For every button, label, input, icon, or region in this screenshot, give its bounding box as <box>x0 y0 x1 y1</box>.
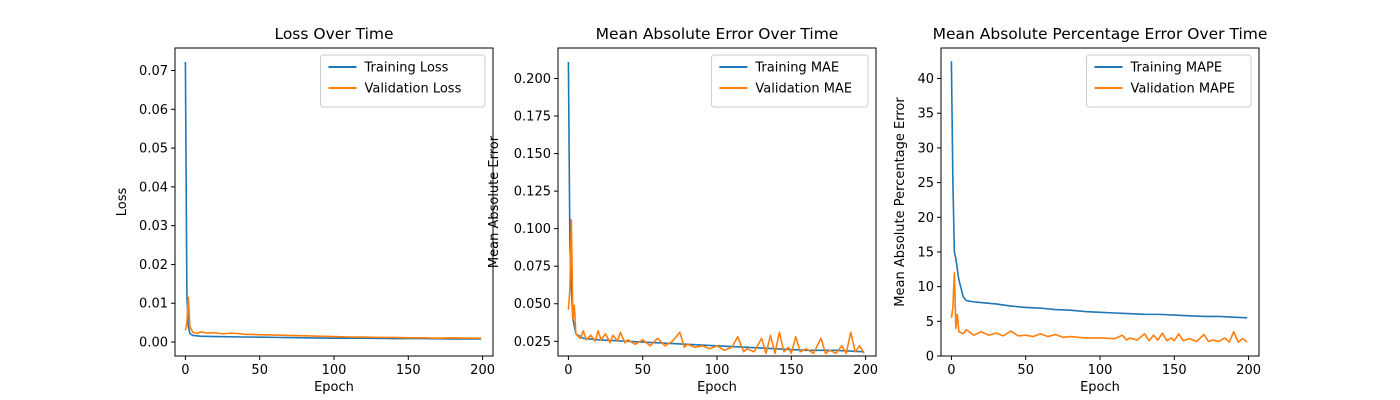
legend: Training MAE Validation MAE <box>710 54 869 108</box>
legend-item: Training MAPE <box>1094 61 1223 76</box>
legend-label: Validation Loss <box>365 82 462 97</box>
x-tick-label: 150 <box>779 363 804 378</box>
y-tick-label: 0.06 <box>139 103 168 118</box>
x-tick-label: 50 <box>634 363 651 378</box>
x-tick-label: 200 <box>853 363 878 378</box>
series-line-training-mape <box>950 61 1248 319</box>
legend-item: Validation Loss <box>328 82 462 97</box>
legend-item: Validation MAPE <box>1094 82 1236 97</box>
legend-item: Training MAE <box>719 61 839 76</box>
y-tick-label: 25 <box>917 176 934 191</box>
series-line-validation-mape <box>950 271 1248 343</box>
legend-item: Training Loss <box>328 61 449 76</box>
y-tick-label: 10 <box>917 280 934 295</box>
legend-label: Validation MAPE <box>1131 82 1236 97</box>
x-tick-label: 0 <box>181 363 189 378</box>
y-tick-label: 15 <box>917 245 934 260</box>
legend-box <box>710 54 869 108</box>
x-tick-label: 150 <box>396 363 421 378</box>
y-tick-label: 0.125 <box>514 185 551 200</box>
y-tick-label: 0.00 <box>139 336 168 351</box>
y-tick-label: 5 <box>926 315 934 330</box>
y-tick-label: 40 <box>917 72 934 87</box>
chart-title: Mean Absolute Percentage Error Over Time <box>933 25 1268 43</box>
y-tick-label: 0.03 <box>139 219 168 234</box>
x-tick-label: 150 <box>1162 363 1187 378</box>
x-tick-label: 100 <box>322 363 347 378</box>
chart-title: Loss Over Time <box>274 25 393 43</box>
legend: Training MAPE Validation MAPE <box>1086 54 1252 108</box>
y-tick-label: 20 <box>917 211 934 226</box>
legend-box <box>320 54 486 108</box>
legend-item: Validation MAE <box>719 82 852 97</box>
x-axis-label: Epoch <box>314 380 354 395</box>
y-tick-label: 35 <box>917 107 934 122</box>
x-tick-label: 100 <box>1088 363 1113 378</box>
y-tick-label: 0.01 <box>139 297 168 312</box>
x-tick-label: 50 <box>251 363 268 378</box>
chart-panel-3: 0 50 100 150 200 0 5 10 15 20 25 30 35 40 Mean Absolut… <box>893 25 1267 395</box>
x-tick-label: 50 <box>1017 363 1034 378</box>
x-tick-label: 200 <box>1236 363 1261 378</box>
y-tick-label: 0.07 <box>139 64 168 79</box>
y-tick-label: 0 <box>926 350 934 365</box>
y-tick-label: 0.200 <box>514 72 551 87</box>
y-tick-label: 0.150 <box>514 147 551 162</box>
y-tick-label: 0.175 <box>514 110 551 125</box>
y-axis-label: Mean Absolute Error <box>487 135 502 268</box>
series-line-validation-loss <box>184 296 482 339</box>
y-tick-label: 0.025 <box>514 335 551 350</box>
x-tick-label: 0 <box>947 363 955 378</box>
y-tick-label: 0.050 <box>514 297 551 312</box>
chart-panel-2: 0 50 100 150 200 0.025 0.050 0.075 0.100 0.125 0.1… <box>487 25 878 395</box>
y-axis-label: Loss <box>115 188 130 217</box>
legend-box <box>1086 54 1252 108</box>
x-axis-label: Epoch <box>697 380 737 395</box>
x-tick-label: 0 <box>564 363 572 378</box>
legend: Training Loss Validation Loss <box>320 54 486 108</box>
y-tick-label: 30 <box>917 141 934 156</box>
y-tick-label: 0.05 <box>139 142 168 157</box>
y-tick-label: 0.100 <box>514 222 551 237</box>
chart-title: Mean Absolute Error Over Time <box>596 25 839 43</box>
series-line-validation-mae <box>567 218 865 355</box>
legend-label: Training Loss <box>364 61 449 76</box>
x-tick-label: 100 <box>705 363 730 378</box>
legend-label: Training MAPE <box>1130 61 1223 76</box>
x-axis-label: Epoch <box>1080 380 1120 395</box>
chart-panel-1: 0 50 100 150 200 0.00 0.01 0.02 0.03 0.04 0.05 0.06… <box>115 25 495 395</box>
legend-label: Validation MAE <box>755 82 852 97</box>
x-tick-label: 200 <box>470 363 495 378</box>
y-tick-label: 0.02 <box>139 258 168 273</box>
y-tick-label: 0.04 <box>139 180 168 195</box>
y-axis-label: Mean Absolute Percentage Error <box>893 97 908 307</box>
legend-label: Training MAE <box>754 61 839 76</box>
y-tick-label: 0.075 <box>514 260 551 275</box>
